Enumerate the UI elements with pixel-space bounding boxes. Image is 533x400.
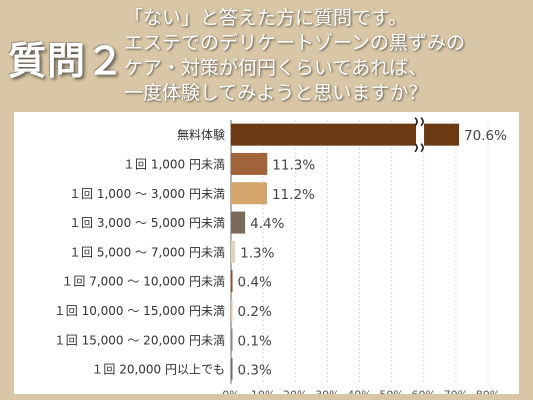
- category-label: １回 20,000 円以上でも: [91, 363, 225, 377]
- value-label: 1.3%: [240, 245, 274, 261]
- bar: [231, 211, 246, 234]
- bar: [231, 152, 268, 175]
- axis-break-mark: [414, 117, 425, 153]
- value-label: 0.4%: [238, 275, 272, 291]
- bar-chart: 無料体験 １回 1,000 円未満 １回 1,000 ～ 3,000 円未満 １回 3…: [54, 117, 508, 400]
- value-label: 0.2%: [238, 304, 272, 320]
- bar: [231, 240, 236, 263]
- question-text: 「ない」と答えた方に質問です。 エステでのデリケートゾーンの黒ずみの ケア・対策…: [124, 7, 466, 104]
- category-label: １回 5,000 ～ 7,000 円未満: [69, 245, 225, 259]
- category-labels: 無料体験 １回 1,000 円未満 １回 1,000 ～ 3,000 円未満 １回 3…: [54, 127, 225, 376]
- bars: [231, 123, 460, 381]
- value-labels: 70.6% 11.3% 11.2% 4.4% 1.3% 0.4% 0.2% 0.1% 0.3%: [238, 128, 508, 378]
- category-label: １回 3,000 ～ 5,000 円未満: [69, 216, 225, 230]
- category-label: １回 7,000 ～ 10,000 円未満: [61, 275, 225, 289]
- x-tick-label: 30%: [315, 389, 339, 394]
- value-label: 0.1%: [238, 333, 272, 349]
- bar: [231, 123, 460, 146]
- bar: [231, 182, 267, 205]
- x-axis-ticks: 0% 10% 20% 30% 40% 50% 60% 70% 80%: [222, 389, 500, 400]
- value-label: 4.4%: [250, 216, 284, 232]
- value-label: 11.2%: [272, 187, 315, 203]
- axis-break: [414, 117, 425, 153]
- bar: [231, 328, 233, 351]
- value-label: 70.6%: [464, 128, 507, 144]
- x-tick-label: 40%: [347, 389, 371, 394]
- x-tick-label: 70%: [444, 389, 468, 394]
- x-tick-label: 60%: [412, 389, 436, 394]
- bar: [231, 270, 233, 293]
- x-tick-label: 0%: [222, 389, 239, 394]
- category-label: １回 1,000 円未満: [123, 157, 225, 171]
- chart-panel: 無料体験 １回 1,000 円未満 １回 1,000 ～ 3,000 円未満 １回 3…: [14, 112, 519, 400]
- category-label: １回 1,000 ～ 3,000 円未満: [69, 187, 225, 201]
- bar: [231, 299, 233, 322]
- bar: [231, 358, 233, 381]
- category-label: 無料体験: [177, 127, 225, 142]
- value-label: 11.3%: [272, 157, 315, 173]
- category-label: １回 15,000 ～ 20,000 円未満: [54, 333, 225, 347]
- x-tick-label: 50%: [379, 389, 403, 394]
- category-label: １回 10,000 ～ 15,000 円未満: [54, 304, 225, 318]
- header: 質問２ 「ない」と答えた方に質問です。 エステでのデリケートゾーンの黒ずみの ケ…: [0, 0, 533, 112]
- x-tick-label: 80%: [476, 389, 500, 394]
- x-tick-label: 20%: [283, 389, 307, 394]
- value-label: 0.3%: [238, 363, 272, 379]
- question-number: 質問２: [8, 39, 126, 83]
- x-tick-label: 10%: [251, 389, 275, 394]
